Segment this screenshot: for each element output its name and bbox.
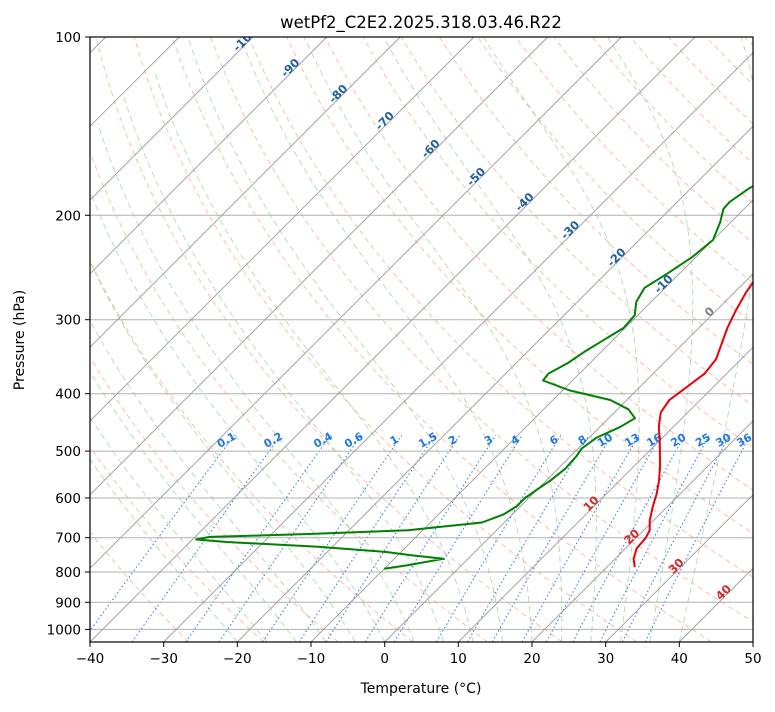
mixing-ratio-label: 36 — [734, 431, 754, 450]
isotherm-label: -20 — [604, 245, 629, 270]
dry-adiabat-line — [592, 37, 775, 642]
theta-label: 30 — [665, 555, 686, 576]
mixing-ratio-label: 4 — [509, 433, 522, 448]
mixing-ratio-line — [492, 435, 611, 642]
x-axis-label: Temperature (°C) — [360, 681, 482, 697]
moist-adiabat-line — [188, 37, 503, 642]
isotherm-label: -40 — [512, 190, 537, 215]
mixing-ratio-label: 16 — [644, 431, 664, 450]
dry-adiabat-line — [668, 37, 775, 642]
isotherm-line — [0, 37, 327, 642]
mixing-ratio-label: 0.1 — [215, 430, 238, 451]
mixing-ratio-line — [132, 435, 281, 642]
dry-adiabat-line — [554, 37, 775, 642]
y-tick-label: 500 — [55, 444, 81, 460]
isotherm-line — [0, 37, 548, 642]
isotherm-line — [458, 37, 775, 642]
isotherm-label: -100 — [230, 24, 260, 54]
moist-adiabat-line — [98, 124, 414, 642]
chart-title: wetPf2_C2E2.2025.318.03.46.R22 — [280, 13, 562, 33]
mixing-ratio-line — [600, 435, 709, 642]
mixing-ratio-line — [468, 435, 590, 642]
isotherm-line — [753, 37, 775, 642]
x-tick-label: −10 — [297, 651, 326, 667]
mixing-ratio-line — [326, 435, 460, 642]
y-tick-label: 900 — [55, 595, 81, 611]
dry-adiabat-line — [20, 37, 413, 642]
moist-adiabat-line — [304, 37, 561, 642]
x-tick-label: −30 — [149, 651, 178, 667]
y-tick-label: 600 — [55, 491, 81, 507]
isobar-grid — [90, 37, 753, 629]
isotherm-label: -90 — [278, 56, 303, 81]
mixing-ratio-label: 25 — [693, 431, 713, 450]
mixing-ratio-line — [365, 435, 495, 642]
mixing-ratio-label: 0.4 — [311, 430, 335, 451]
dry-adiabat-line — [745, 37, 775, 642]
y-axis-label: Pressure (hPa) — [12, 290, 28, 390]
isotherm-label: -30 — [558, 218, 583, 243]
isotherm-line — [237, 37, 775, 642]
theta-label: 10 — [580, 493, 601, 514]
isotherm-line — [16, 37, 621, 642]
dry-adiabat-line — [0, 37, 338, 642]
x-tick-label: 50 — [744, 651, 761, 667]
mixing-ratio-label: 0.6 — [342, 430, 366, 451]
moist-adiabat-line — [123, 94, 444, 642]
dry-adiabat-line — [0, 37, 189, 642]
mixing-ratio-label: 0.2 — [262, 430, 285, 451]
x-tick-label: 40 — [671, 651, 688, 667]
isotherm-line — [0, 37, 400, 642]
moist-adiabat-line — [608, 37, 693, 642]
y-tick-label: 1000 — [47, 622, 81, 638]
moist-adiabat-line — [75, 150, 385, 642]
isotherm-label: -80 — [326, 81, 351, 106]
mixing-ratio-label: 6 — [547, 433, 560, 448]
x-tick-label: 0 — [380, 651, 389, 667]
theta-label: 40 — [713, 582, 734, 603]
isotherm-label: 0 — [702, 304, 718, 320]
dry-adiabat-line — [58, 37, 488, 642]
y-tick-label: 400 — [55, 387, 81, 403]
y-tick-label: 200 — [55, 208, 81, 224]
plot-frame — [90, 37, 753, 642]
isotherm-label: -70 — [372, 108, 397, 133]
isotherm-line — [164, 37, 769, 642]
x-tick-label: 30 — [597, 651, 614, 667]
isotherm-line — [385, 37, 775, 642]
dry-adiabat-line — [516, 37, 775, 642]
mixing-ratio-label: 30 — [714, 431, 734, 450]
isotherm-line — [0, 37, 474, 642]
mixing-ratio-label: 3 — [482, 433, 495, 448]
mixing-ratio-label: 2 — [446, 433, 459, 448]
isotherm-label: -60 — [418, 136, 443, 161]
y-tick-label: 700 — [55, 531, 81, 547]
y-tick-label: 300 — [55, 313, 81, 329]
mixing-ratio-line — [436, 435, 560, 642]
x-tick-label: 10 — [450, 651, 467, 667]
dry-adiabat-line — [0, 37, 264, 642]
mixing-ratio-label: 13 — [622, 431, 642, 450]
temperature-profile — [634, 37, 775, 567]
isotherm-label: -50 — [464, 164, 489, 189]
y-tick-label: 100 — [55, 30, 81, 46]
x-tick-label: −40 — [76, 651, 105, 667]
x-tick-label: −20 — [223, 651, 252, 667]
mixing-ratio-label: 20 — [669, 431, 689, 450]
dry-adiabat-line — [707, 37, 775, 642]
isotherm-line — [679, 37, 775, 642]
mixing-ratio-line — [263, 435, 402, 642]
y-tick-label: 800 — [55, 565, 81, 581]
isotherm-line — [0, 37, 253, 642]
x-tick-label: 20 — [523, 651, 540, 667]
